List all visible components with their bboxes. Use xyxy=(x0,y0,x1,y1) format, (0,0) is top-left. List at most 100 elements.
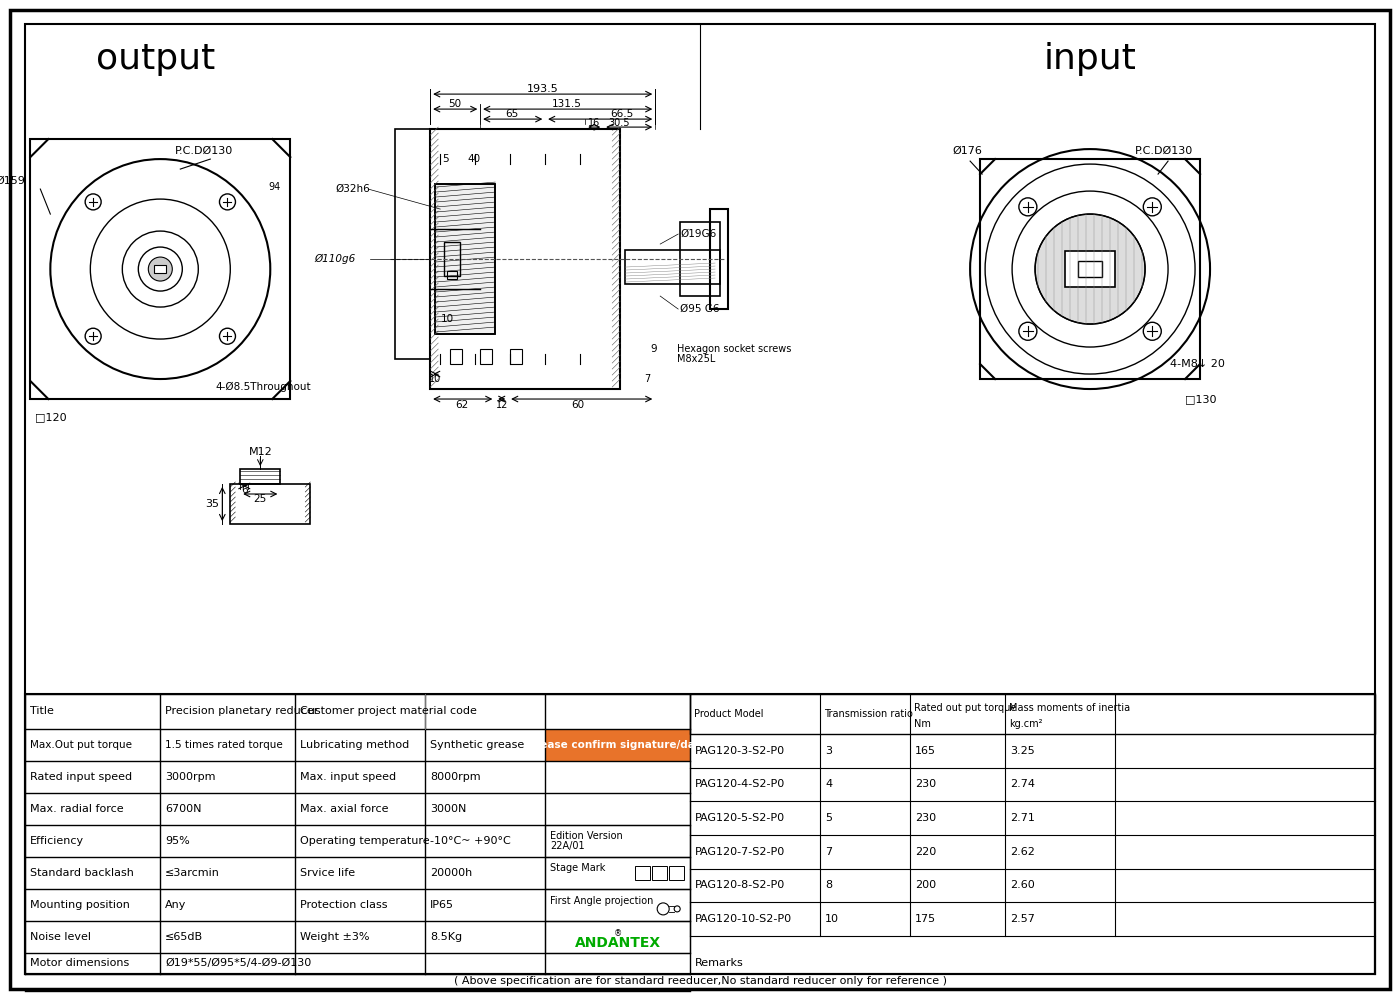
Text: Ø159: Ø159 xyxy=(0,176,25,186)
Text: 220: 220 xyxy=(916,847,937,857)
Text: ( Above specification are for standard reeducer,No standard reducer only for ref: ( Above specification are for standard r… xyxy=(454,976,946,986)
Text: output: output xyxy=(95,42,216,76)
Text: 2.71: 2.71 xyxy=(1009,813,1035,823)
Text: 1.5 times rated torque: 1.5 times rated torque xyxy=(165,740,283,750)
Bar xyxy=(1078,261,1102,277)
Bar xyxy=(154,265,167,273)
Text: Ø110g6: Ø110g6 xyxy=(315,254,356,264)
Text: Efficiency: Efficiency xyxy=(31,836,84,846)
Bar xyxy=(444,242,461,276)
Bar xyxy=(447,271,458,279)
Text: 3: 3 xyxy=(825,746,832,756)
Text: 3000N: 3000N xyxy=(430,804,466,814)
Bar xyxy=(451,349,462,364)
Text: Title: Title xyxy=(31,706,55,716)
Text: P.C.DØ130: P.C.DØ130 xyxy=(1135,146,1193,156)
Circle shape xyxy=(1035,214,1145,324)
Bar xyxy=(435,184,496,334)
Text: PAG120-10-S2-P0: PAG120-10-S2-P0 xyxy=(696,914,792,924)
Bar xyxy=(669,866,685,880)
Bar xyxy=(680,222,720,296)
Text: Any: Any xyxy=(165,900,186,910)
Text: Mounting position: Mounting position xyxy=(31,900,130,910)
Bar xyxy=(31,139,290,399)
Text: 8.5Kg: 8.5Kg xyxy=(430,932,462,942)
Bar xyxy=(636,866,650,880)
Text: 40: 40 xyxy=(468,154,480,164)
Text: 50: 50 xyxy=(448,99,462,109)
Bar xyxy=(690,694,1375,734)
Text: 2.74: 2.74 xyxy=(1009,779,1035,789)
Text: Ø19G6: Ø19G6 xyxy=(680,229,717,239)
Text: 5: 5 xyxy=(825,813,832,823)
Text: Transmission ratio: Transmission ratio xyxy=(825,709,913,719)
Text: Stage Mark: Stage Mark xyxy=(550,863,606,873)
Text: 2.62: 2.62 xyxy=(1009,847,1035,857)
Text: ≤65dB: ≤65dB xyxy=(165,932,203,942)
Bar xyxy=(25,694,1375,974)
Text: input: input xyxy=(1043,42,1137,76)
Text: Hexagon socket screws: Hexagon socket screws xyxy=(678,344,791,354)
Text: Operating temperature: Operating temperature xyxy=(300,836,430,846)
Text: -10°C~ +90°C: -10°C~ +90°C xyxy=(430,836,511,846)
Text: Lubricating method: Lubricating method xyxy=(300,740,410,750)
Text: 2.60: 2.60 xyxy=(1009,880,1035,890)
Bar xyxy=(395,129,430,359)
Text: 8000rpm: 8000rpm xyxy=(430,772,480,782)
Circle shape xyxy=(148,257,172,281)
Text: 230: 230 xyxy=(916,779,937,789)
Text: PAG120-8-S2-P0: PAG120-8-S2-P0 xyxy=(696,880,785,890)
Text: Product Model: Product Model xyxy=(694,709,763,719)
Text: 230: 230 xyxy=(916,813,937,823)
Text: Precision planetary reducer: Precision planetary reducer xyxy=(165,706,319,716)
Text: PAG120-4-S2-P0: PAG120-4-S2-P0 xyxy=(696,779,785,789)
Text: 7: 7 xyxy=(644,374,651,384)
Text: Mass moments of inertia: Mass moments of inertia xyxy=(1009,703,1130,713)
Text: Synthetic grease: Synthetic grease xyxy=(430,740,525,750)
Text: PAG120-3-S2-P0: PAG120-3-S2-P0 xyxy=(696,746,785,756)
Text: P.C.DØ130: P.C.DØ130 xyxy=(175,146,234,156)
Text: 4-M8↓ 20: 4-M8↓ 20 xyxy=(1170,359,1225,369)
Text: 22A/01: 22A/01 xyxy=(550,841,585,851)
Bar xyxy=(545,825,690,857)
Bar xyxy=(510,349,522,364)
Text: Motor dimensions: Motor dimensions xyxy=(31,958,130,968)
Bar xyxy=(710,209,728,309)
Text: Max. radial force: Max. radial force xyxy=(31,804,125,814)
Text: Edition Version: Edition Version xyxy=(550,831,623,841)
Text: 62: 62 xyxy=(455,400,469,410)
Text: 94: 94 xyxy=(269,182,280,192)
Bar xyxy=(435,184,496,334)
Bar xyxy=(230,484,311,524)
Text: Remarks: Remarks xyxy=(696,958,743,968)
Text: Rated input speed: Rated input speed xyxy=(31,772,133,782)
Text: 30.5: 30.5 xyxy=(609,118,630,128)
Bar xyxy=(980,159,1200,379)
Bar xyxy=(545,857,690,889)
Bar xyxy=(480,349,493,364)
Text: 20000h: 20000h xyxy=(430,868,472,878)
Text: 12: 12 xyxy=(496,400,508,410)
Bar xyxy=(652,866,668,880)
Text: PAG120-5-S2-P0: PAG120-5-S2-P0 xyxy=(696,813,785,823)
Text: Nm: Nm xyxy=(914,719,931,729)
Text: 95%: 95% xyxy=(165,836,190,846)
Text: kg.cm²: kg.cm² xyxy=(1009,719,1043,729)
Text: 8: 8 xyxy=(825,880,832,890)
Text: Weight ±3%: Weight ±3% xyxy=(300,932,370,942)
Text: Max. input speed: Max. input speed xyxy=(300,772,396,782)
Text: □120: □120 xyxy=(35,412,67,422)
Text: 165: 165 xyxy=(916,746,937,756)
Text: 6: 6 xyxy=(241,485,248,495)
Bar xyxy=(1065,251,1114,287)
Text: 66.5: 66.5 xyxy=(610,109,634,119)
Text: 16: 16 xyxy=(588,118,601,128)
Text: Standard backlash: Standard backlash xyxy=(31,868,134,878)
Text: First Angle projection: First Angle projection xyxy=(550,896,654,906)
Text: 200: 200 xyxy=(916,880,937,890)
Text: 60: 60 xyxy=(571,400,585,410)
Text: 10: 10 xyxy=(825,914,839,924)
Text: 25: 25 xyxy=(253,494,267,504)
Text: ≤3arcmin: ≤3arcmin xyxy=(165,868,220,878)
Bar xyxy=(430,129,620,389)
